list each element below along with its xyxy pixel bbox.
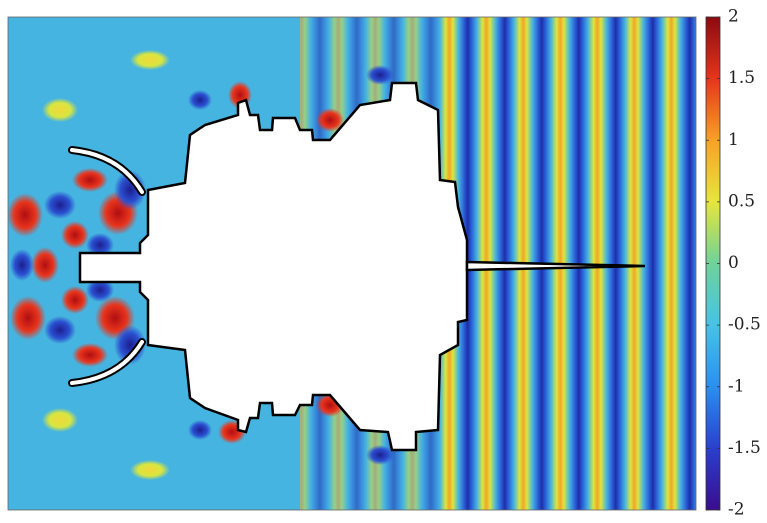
plot-frame <box>7 16 697 511</box>
colorbar-tick-label: 2 <box>728 7 739 27</box>
obstacle <box>78 81 646 452</box>
colorbar: -2 -1.5 -1 -0.5 0 0.5 1 1.5 2 <box>705 7 761 520</box>
field <box>8 17 696 510</box>
colorbar-tick-label: -1.5 <box>728 438 761 458</box>
colorbar-tick-label: 0 <box>728 253 739 273</box>
colorbar-tick-label: -1 <box>728 376 745 396</box>
colorbar-tick-label: -2 <box>728 500 745 520</box>
colorbar-tick-label: 0.5 <box>728 191 755 211</box>
colorbar-tick-label: -0.5 <box>728 315 761 335</box>
colorbar-tick-label: 1.5 <box>728 68 755 88</box>
colorbar-tick-label: 1 <box>728 130 739 150</box>
field-blobs <box>8 50 394 480</box>
reflector <box>68 146 146 387</box>
